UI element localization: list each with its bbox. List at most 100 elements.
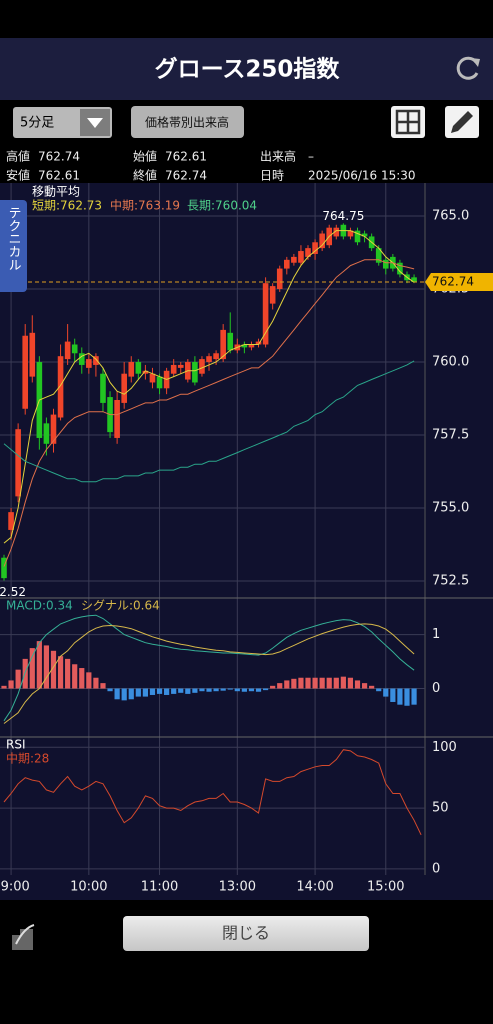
candle-body (382, 259, 389, 269)
back-button[interactable] (12, 924, 35, 950)
interval-dropdown[interactable]: 5分足 (13, 107, 112, 138)
histogram-bar (255, 688, 262, 692)
candle-body (78, 353, 85, 365)
candle-body (255, 341, 262, 345)
info-value: – (308, 150, 314, 164)
close-button[interactable]: 閉じる (123, 916, 369, 951)
series-line (3, 749, 422, 836)
legend-entry: MACD:0.34 (6, 599, 73, 613)
last-price-tag (425, 273, 493, 292)
histogram-bar (270, 685, 276, 689)
candle-body (64, 341, 71, 360)
info-label: 出来高 (260, 149, 296, 164)
y-tick-label: 100 (432, 740, 457, 755)
histogram-bar (164, 688, 170, 695)
button-label: 価格帯別出来高 (145, 115, 229, 130)
candle-body (333, 227, 340, 237)
y-tick-label: 765.0 (432, 209, 469, 224)
histogram-bar (57, 656, 64, 689)
x-tick-label: 13:00 (219, 880, 256, 895)
histogram-bar (354, 680, 361, 689)
candle-body (135, 362, 142, 374)
tab-box (0, 200, 27, 292)
histogram-bar (1, 685, 7, 689)
info-value: 762.61 (165, 150, 207, 164)
refresh-button[interactable] (456, 56, 480, 80)
histogram-bar (114, 688, 120, 700)
back-arrow (15, 924, 35, 945)
candle-body (291, 256, 297, 263)
last-price-label: 762.74 (432, 275, 474, 289)
histogram-bar (135, 688, 141, 697)
histogram-bar (227, 688, 233, 690)
histogram-bar (93, 677, 99, 689)
series-line (3, 230, 415, 544)
volume-profile-button[interactable]: 価格帯別出来高 (131, 106, 244, 138)
chart-background (0, 183, 493, 900)
histogram-bar (220, 688, 226, 691)
candle-body (93, 356, 99, 365)
histogram-bar (142, 688, 148, 697)
histogram-bar (376, 688, 382, 692)
histogram-bar (72, 664, 78, 689)
histogram-bar (326, 677, 332, 689)
candle-body (213, 353, 219, 360)
high-label: 764.75 (322, 209, 364, 223)
histogram-bar (50, 650, 57, 689)
candle-body (312, 242, 318, 254)
candle-body (170, 364, 177, 374)
candle-body (1, 557, 7, 579)
y-tick-label: 0 (432, 681, 440, 696)
candle-body (8, 512, 14, 530)
candle-body (319, 233, 325, 249)
histogram-bar (185, 688, 191, 694)
candle-body (248, 344, 255, 348)
histogram-bar (312, 677, 318, 689)
histogram-bar (178, 688, 184, 693)
candle-body (29, 332, 36, 377)
candle-body (347, 230, 354, 237)
histogram-bar (248, 688, 255, 692)
x-tick-label: 10:00 (70, 880, 107, 895)
histogram-bar (397, 688, 403, 705)
legend-entry: 短期:762.73 (32, 199, 102, 213)
close-box (123, 916, 369, 951)
candle-body (397, 262, 403, 275)
info-label: 安値 (6, 168, 30, 183)
y-tick-label: 1 (432, 627, 440, 642)
candle-body (269, 286, 276, 304)
candle-body (15, 429, 21, 497)
panel-title: RSI (6, 738, 26, 752)
layout-button[interactable] (391, 106, 425, 138)
candle-body (262, 283, 269, 345)
candle-body (220, 329, 226, 360)
histogram-bar (277, 683, 283, 689)
histogram-bar (107, 688, 113, 692)
refresh-icon (456, 56, 479, 80)
candle-body (206, 356, 212, 363)
header-title: グロース250指数 (155, 56, 341, 83)
pencil-icon (451, 111, 473, 133)
legend-entry: 中期:763.19 (110, 198, 180, 213)
histogram-bar (319, 677, 325, 689)
histogram-bar (100, 683, 106, 689)
candle-body (192, 362, 198, 383)
histogram-bar (213, 688, 219, 692)
candle-body (43, 423, 50, 444)
histogram-bar (86, 672, 92, 689)
tab-label: テクニカル (6, 206, 21, 271)
histogram-bar (156, 688, 163, 694)
x-tick-label: 09:00 (0, 880, 30, 895)
price-info: 高値 762.74 始値 762.61 出来高 – 安値 762.61 終値 762.74 日時 20… (6, 149, 416, 183)
y-tick-label: 757.5 (432, 428, 469, 443)
candle-body (276, 268, 283, 290)
histogram-bar (192, 688, 198, 693)
histogram-bar (383, 688, 389, 697)
technical-tab[interactable]: テクニカル (0, 200, 27, 292)
histogram-bar (149, 688, 156, 695)
series-line (3, 623, 415, 724)
candle-body (100, 373, 106, 403)
y-tick-label: 760.0 (432, 355, 469, 370)
refresh-arrow (471, 58, 480, 67)
draw-button[interactable] (445, 106, 479, 138)
